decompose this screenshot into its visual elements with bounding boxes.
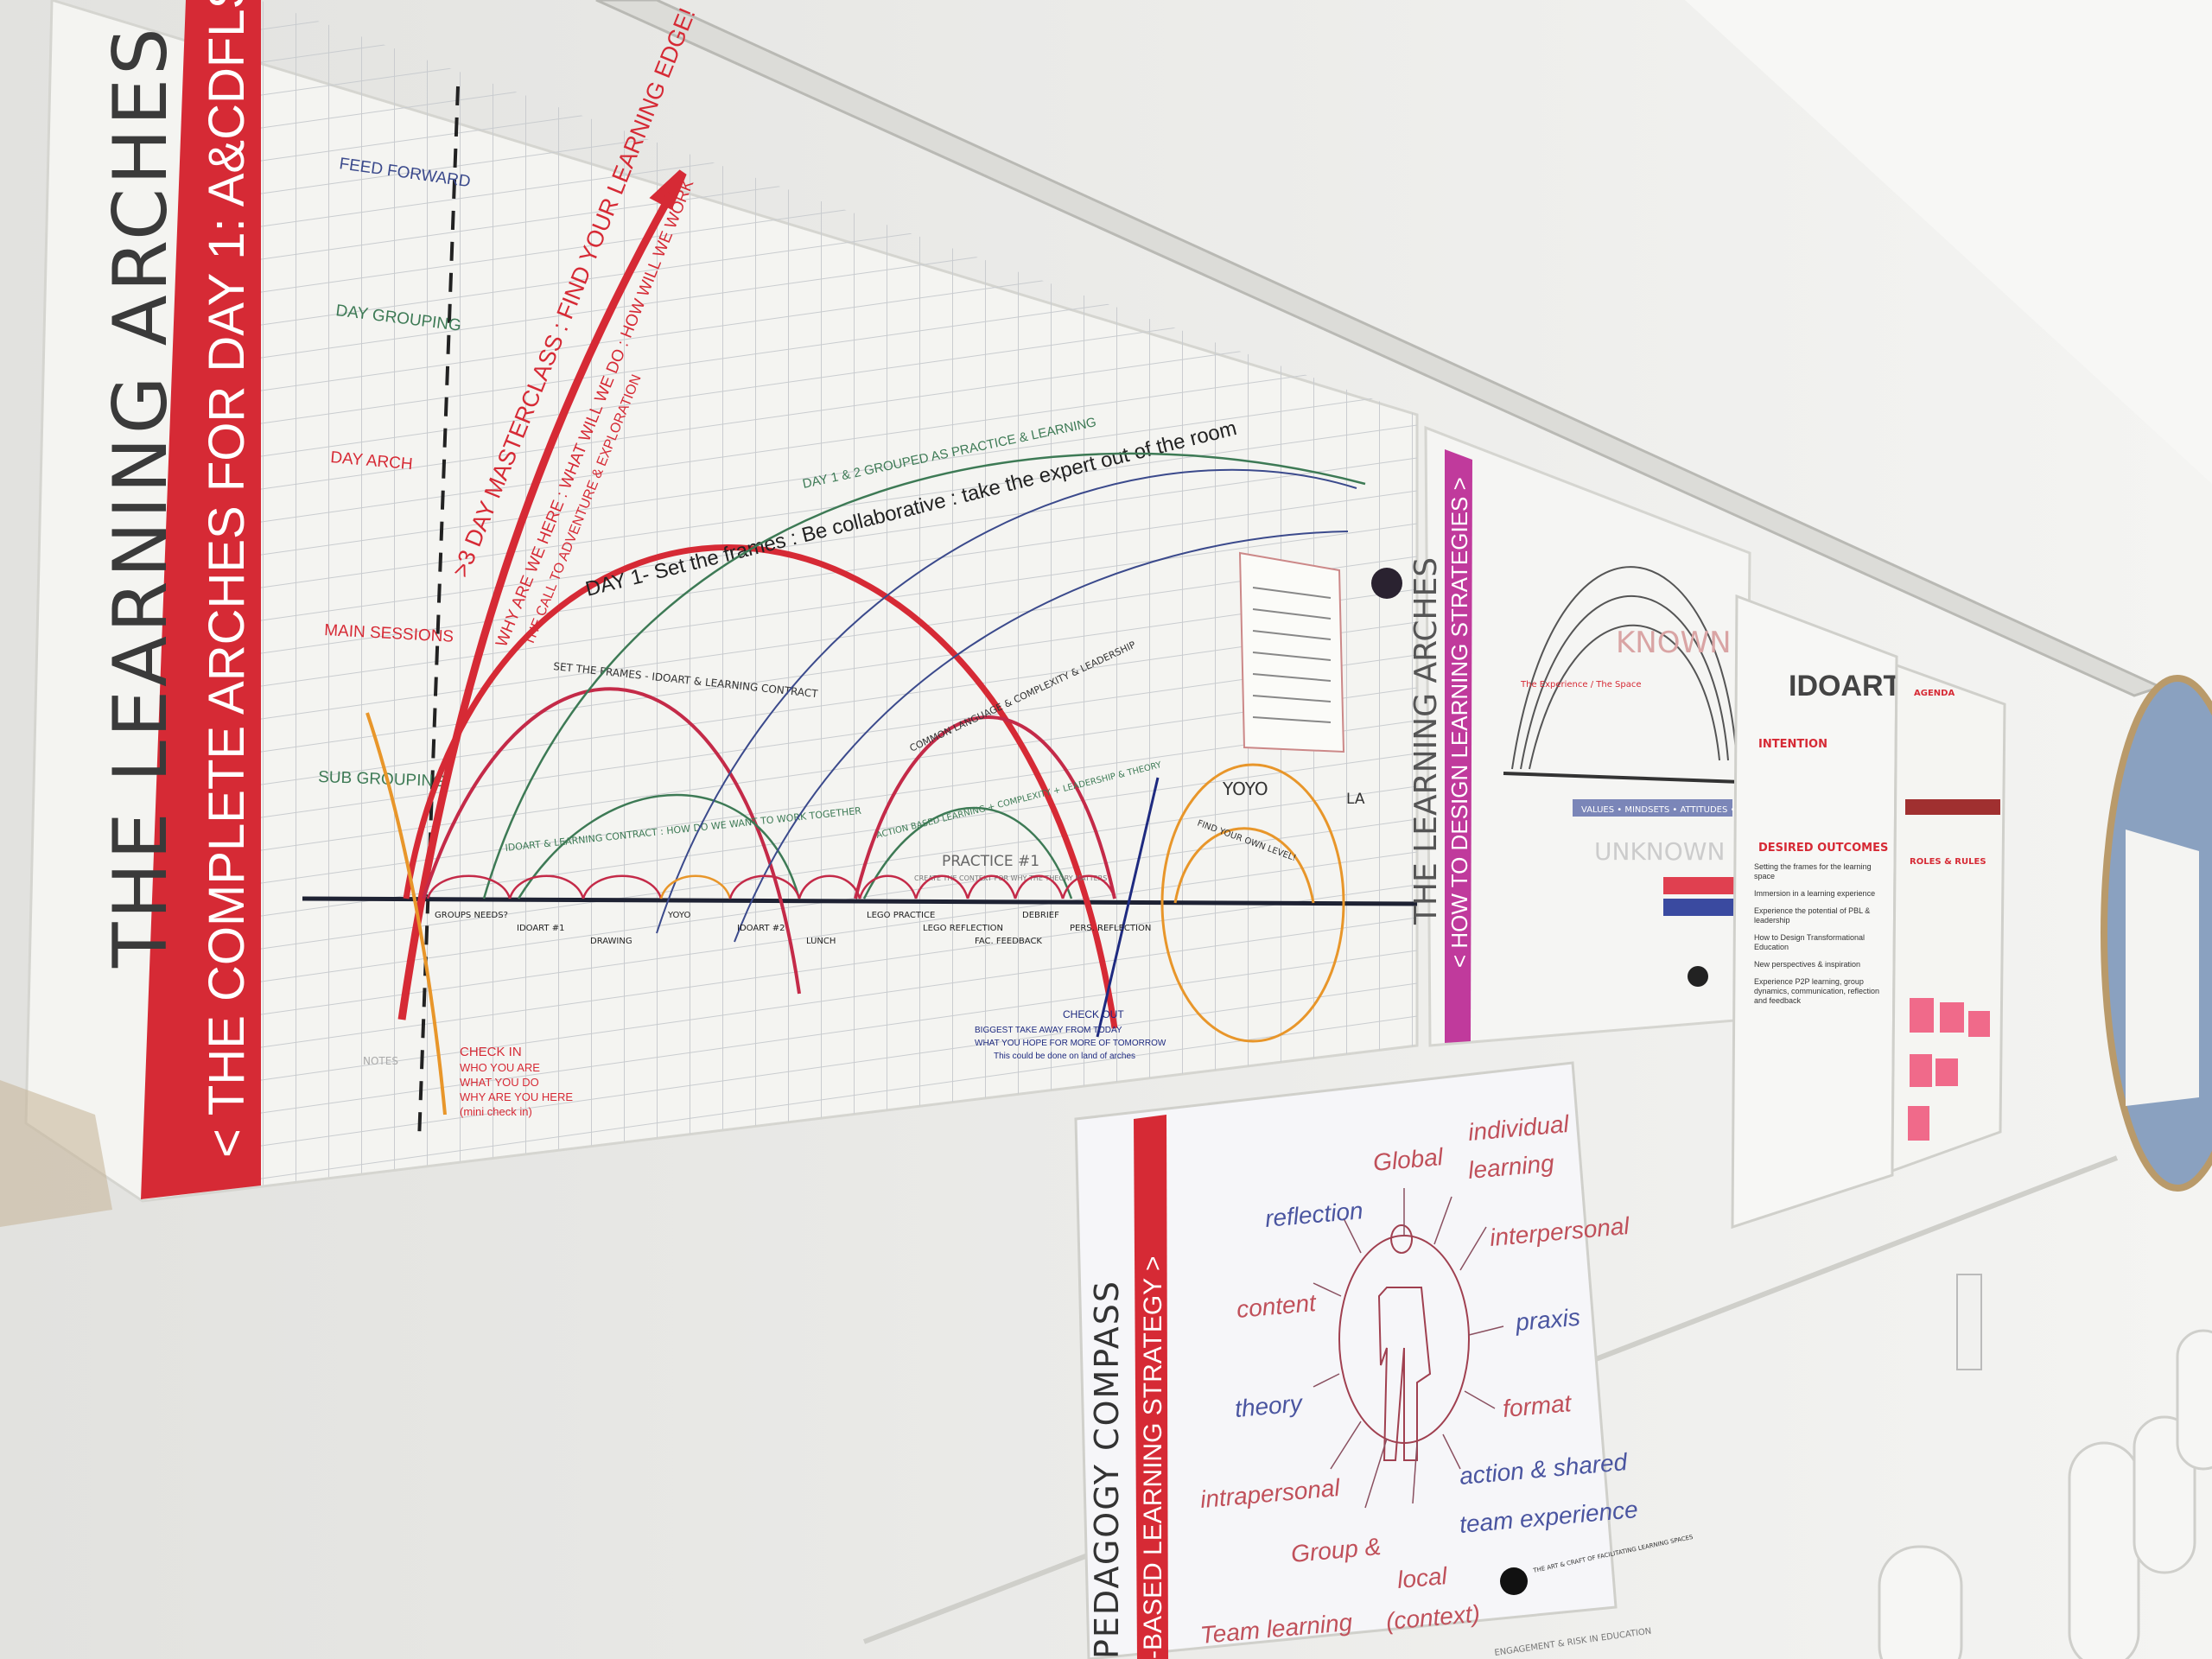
- learning-arches-notes-card: [1238, 551, 1345, 753]
- compass-term-praxis: praxis: [1514, 1304, 1581, 1336]
- day-1-arch: [403, 544, 1118, 1029]
- session-arc: [1014, 874, 1065, 899]
- svg-text:This could be done on land of: This could be done on land of arches: [994, 1052, 1135, 1061]
- la-label: LA: [1346, 791, 1365, 808]
- sticky-notes: [1908, 998, 1990, 1141]
- pinned-paper: [2126, 830, 2199, 1106]
- agenda-title: AGENDA: [1914, 689, 1955, 698]
- session-label: YOYO: [667, 911, 690, 920]
- known-label: KNOWN: [1616, 626, 1732, 660]
- idoart-title: IDOART: [1789, 670, 1902, 702]
- common-language-arch: [854, 715, 1116, 899]
- session-label: GROUPS NEEDS?: [435, 911, 508, 920]
- session-label: LEGO REFLECTION: [923, 924, 1003, 933]
- yoyo-label: YOYO: [1222, 779, 1268, 799]
- session-arc: [728, 874, 801, 899]
- practice-label: PRACTICE #1: [942, 853, 1039, 870]
- compass-spokes: [1313, 1188, 1504, 1509]
- session-label: IDOART #1: [517, 924, 564, 933]
- check-out-arrow: [1096, 777, 1160, 1038]
- day-grouped-arch: [482, 452, 1366, 899]
- yoyo-circle: [1160, 763, 1345, 1043]
- find-level-arch: [1173, 827, 1315, 904]
- intention-label: INTENTION: [1758, 738, 1827, 751]
- outcome-bullet: Experience P2P learning, group dynamics,…: [1754, 977, 1880, 1005]
- check-out-text: CHECK OUT BIGGEST TAKE AWAY FROM TODAY W…: [975, 1008, 1166, 1061]
- strategy-poster-subtitle: < HOW TO DESIGN LEARNING STRATEGIES >: [1446, 477, 1472, 968]
- svg-text:WHY ARE YOU HERE: WHY ARE YOU HERE: [460, 1090, 573, 1103]
- outcome-bullet: How to Design Transformational Education: [1754, 933, 1866, 951]
- idoart-poster: IDOART INTENTION DESIRED OUTCOMES Settin…: [1731, 594, 1902, 1230]
- outcomes-label: DESIRED OUTCOMES: [1758, 842, 1888, 855]
- set-frames-arch: [422, 687, 801, 995]
- check-in-text: CHECK IN WHO YOU ARE WHAT YOU DO WHY ARE…: [460, 1045, 573, 1118]
- red-title-band: [141, 0, 261, 1199]
- wall-switch: [1956, 1274, 1982, 1370]
- session-label: LUNCH: [806, 937, 836, 946]
- compass-title: PEDAGOGY COMPASS: [1088, 1280, 1126, 1659]
- learning-arches-main-poster: < THE COMPLETE ARCHES FOR DAY 1: A&CDFLS…: [0, 0, 1419, 1227]
- action-based-arch: [862, 806, 1073, 899]
- svg-text:WHO YOU ARE: WHO YOU ARE: [460, 1061, 540, 1074]
- session-label: DEBRIEF: [1022, 911, 1059, 920]
- session-arc: [914, 874, 969, 899]
- practice-sublabel: CREATE THE CONTEXT FOR WHY THE THEORY MA…: [914, 874, 1107, 882]
- session-arc: [966, 874, 1017, 899]
- svg-text:BIGGEST TAKE AWAY FROM TODAY: BIGGEST TAKE AWAY FROM TODAY: [975, 1026, 1122, 1035]
- session-label: LEGO PRACTICE: [867, 911, 935, 920]
- compass-term-local: local: [1396, 1562, 1449, 1593]
- compass-logo: [1500, 1567, 1528, 1595]
- session-label: FAC. FEEDBACK: [975, 937, 1042, 946]
- compass-term-global: Global: [1372, 1143, 1445, 1176]
- tape: [0, 1080, 112, 1227]
- compass-term-format: format: [1502, 1389, 1573, 1422]
- person-icon: [1377, 1224, 1432, 1461]
- feed-forward-arch-2: [734, 531, 1349, 943]
- agenda-poster: AGENDA ROLES & RULES: [1891, 663, 2006, 1173]
- contract-arch: [517, 793, 801, 899]
- svg-text:(mini check in): (mini check in): [460, 1105, 532, 1118]
- chairs: [1878, 1329, 2212, 1659]
- arrow-head-icon: [649, 169, 687, 210]
- poster-title: THE LEARNING ARCHES: [98, 24, 184, 969]
- unknown-label: UNKNOWN: [1594, 837, 1725, 866]
- session-arc: [426, 874, 512, 899]
- poster-subtitle: < THE COMPLETE ARCHES FOR DAY 1: A&CDFLS…: [199, 0, 255, 1158]
- check-in-arrow: [365, 712, 447, 1116]
- session-arc: [798, 874, 861, 899]
- outcome-bullet: Immersion in a learning experience: [1754, 889, 1876, 898]
- session-label: DRAWING: [590, 937, 632, 946]
- outcome-bullet: Experience the potential of PBL & leader…: [1754, 906, 1871, 925]
- session-arc: [858, 874, 918, 899]
- session-arc: [508, 874, 585, 899]
- values-label: VALUES • MINDSETS • ATTITUDES • COMPETEN…: [1581, 805, 1803, 815]
- session-arc: [659, 874, 732, 899]
- pedagogy-compass-poster: -BASED LEARNING STRATEGY > PEDAGOGY COMP…: [1074, 1061, 1694, 1659]
- session-label: PERS. REFLECTION: [1070, 924, 1151, 933]
- outcome-bullet: New perspectives & inspiration: [1754, 960, 1861, 969]
- experience-label: The Experience / The Space: [1520, 680, 1642, 690]
- svg-text:WHAT YOU HOPE FOR MORE OF TOMO: WHAT YOU HOPE FOR MORE OF TOMORROW: [975, 1039, 1166, 1048]
- svg-text:CHECK OUT: CHECK OUT: [1063, 1008, 1124, 1020]
- session-arc: [582, 874, 663, 899]
- roles-label: ROLES & RULES: [1910, 857, 1986, 867]
- outcome-bullets: Setting the frames for the learning spac…: [1754, 862, 1880, 1005]
- svg-text:WHAT YOU DO: WHAT YOU DO: [460, 1076, 539, 1089]
- notes-label: NOTES: [363, 1055, 398, 1067]
- poster-logo: [1371, 568, 1402, 599]
- session-arc: [1061, 874, 1116, 899]
- row-label-sub-grouping: SUB GROUPING: [318, 768, 446, 791]
- learning-arches-strategy-poster: < HOW TO DESIGN LEARNING STRATEGIES > TH…: [1408, 425, 1803, 1047]
- svg-text:CHECK IN: CHECK IN: [460, 1045, 522, 1059]
- strategy-poster-title: THE LEARNING ARCHES: [1408, 557, 1444, 925]
- session-label: IDOART #2: [737, 924, 785, 933]
- feed-forward-arch-1: [656, 468, 1357, 934]
- outcome-bullet: Setting the frames for the learning spac…: [1754, 862, 1872, 880]
- compass-term-theory: theory: [1234, 1389, 1305, 1422]
- masterclass-arrow: [397, 179, 682, 1020]
- ceiling: [1685, 0, 2212, 484]
- compass-subtitle: -BASED LEARNING STRATEGY >: [1139, 1255, 1167, 1659]
- timeline: [302, 896, 1418, 906]
